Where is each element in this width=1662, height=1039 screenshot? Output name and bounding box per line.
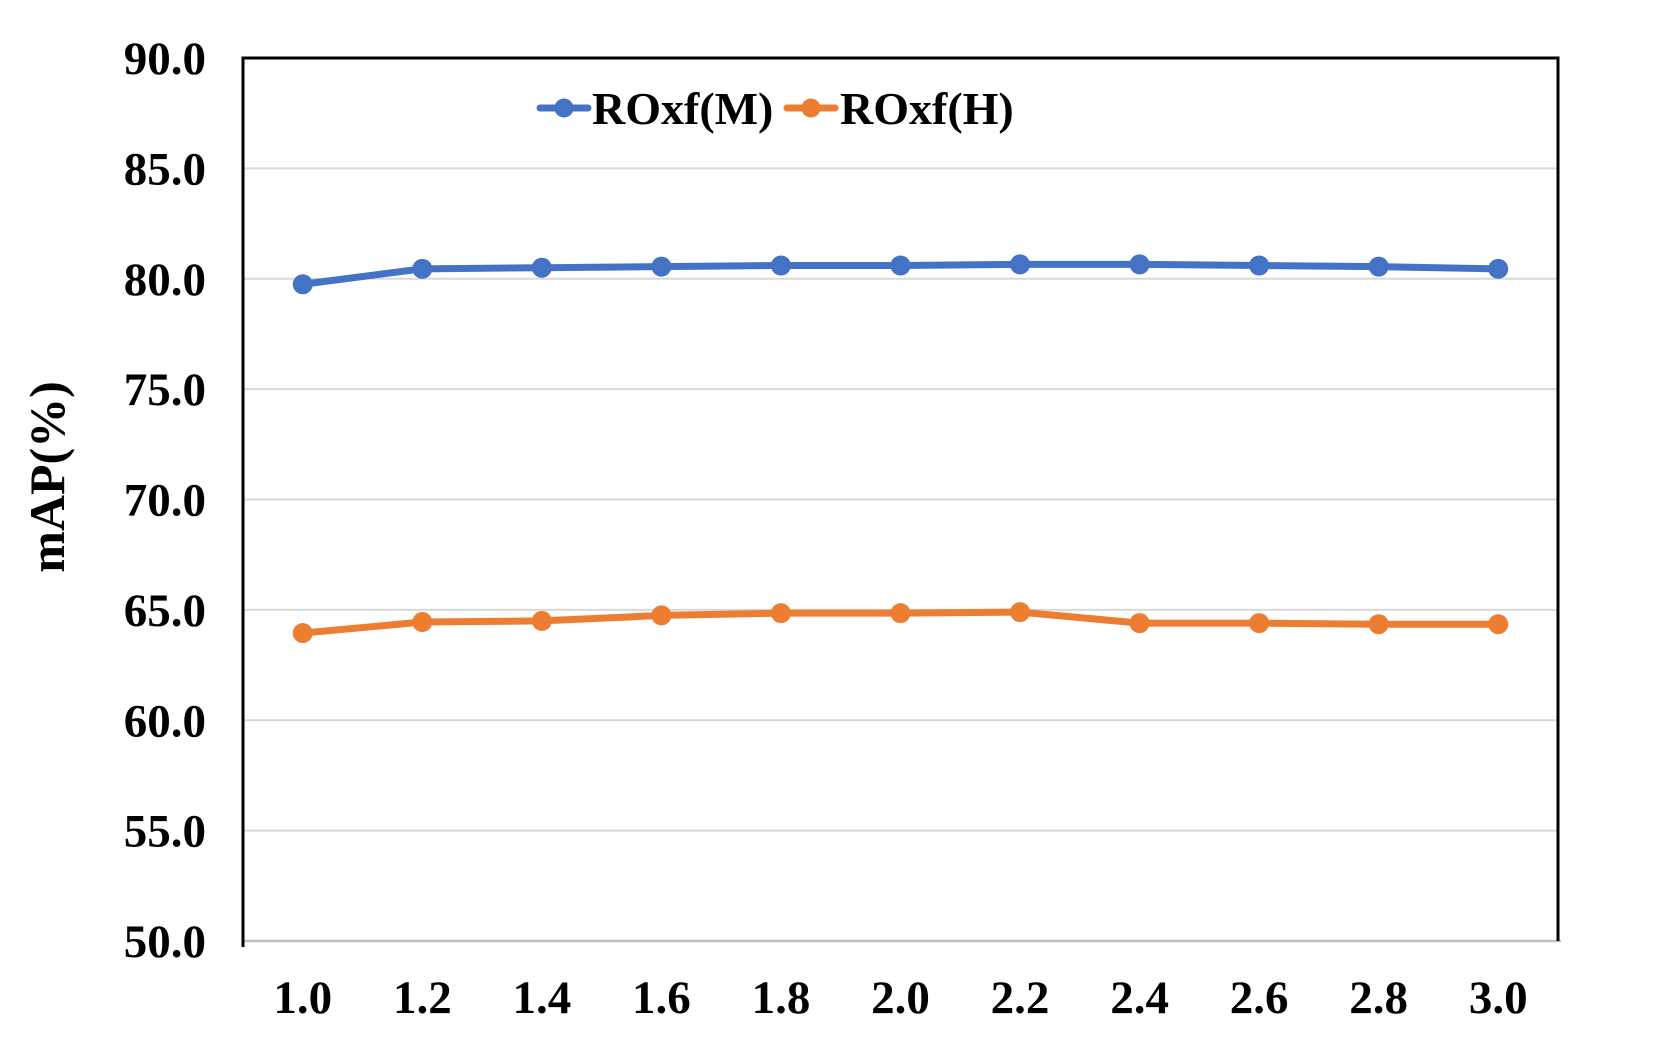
x-tick-label: 2.2 (991, 972, 1050, 1024)
legend-marker-dot-roxf-m (554, 98, 574, 118)
y-tick-label: 60.0 (124, 695, 206, 747)
x-tick-label: 1.2 (393, 972, 452, 1024)
y-tick-label: 55.0 (124, 806, 206, 858)
legend-label-roxf-m: ROxf(M) (592, 83, 773, 134)
y-tick-label: 90.0 (124, 33, 206, 85)
y-tick-label: 85.0 (124, 143, 206, 195)
data-point-roxf-m (1249, 255, 1270, 276)
x-tick-label: 2.4 (1110, 972, 1169, 1024)
x-tick-label: 1.8 (752, 972, 811, 1024)
y-tick-label: 75.0 (124, 364, 206, 416)
data-point-roxf-h (1249, 613, 1270, 634)
x-tick-label: 2.0 (871, 972, 930, 1024)
plot-border (241, 56, 1560, 947)
data-point-roxf-m (1010, 254, 1031, 275)
y-tick-label: 80.0 (124, 254, 206, 306)
y-tick-label: 70.0 (124, 475, 206, 527)
y-tick-label: 50.0 (124, 916, 206, 968)
x-tick-label: 3.0 (1469, 972, 1528, 1024)
data-point-roxf-h (770, 603, 791, 624)
data-point-roxf-m (651, 256, 672, 277)
data-point-roxf-m (1129, 254, 1150, 275)
x-tick-label: 1.6 (632, 972, 691, 1024)
data-point-roxf-m (770, 255, 791, 276)
data-point-roxf-h (890, 603, 911, 624)
legend-label-roxf-h: ROxf(H) (840, 83, 1014, 134)
data-point-roxf-m (1488, 258, 1509, 279)
data-point-roxf-m (1368, 256, 1389, 277)
x-tick-label: 1.4 (512, 972, 571, 1024)
data-point-roxf-h (1488, 614, 1509, 635)
data-point-roxf-h (292, 623, 313, 644)
y-tick-label: 65.0 (124, 585, 206, 637)
data-point-roxf-m (292, 274, 313, 295)
data-point-roxf-m (412, 258, 433, 279)
data-point-roxf-m (890, 255, 911, 276)
data-point-roxf-h (1368, 614, 1389, 635)
data-point-roxf-h (1129, 613, 1150, 634)
y-axis-title: mAP(%) (19, 381, 75, 573)
x-tick-label: 2.6 (1230, 972, 1289, 1024)
data-point-roxf-h (531, 610, 552, 631)
x-tick-label: 2.8 (1349, 972, 1408, 1024)
legend-marker-dot-roxf-h (801, 98, 821, 118)
data-point-roxf-m (531, 257, 552, 278)
data-point-roxf-h (1010, 602, 1031, 623)
x-tick-label: 1.0 (273, 972, 332, 1024)
data-point-roxf-h (651, 605, 672, 626)
data-point-roxf-h (412, 612, 433, 633)
